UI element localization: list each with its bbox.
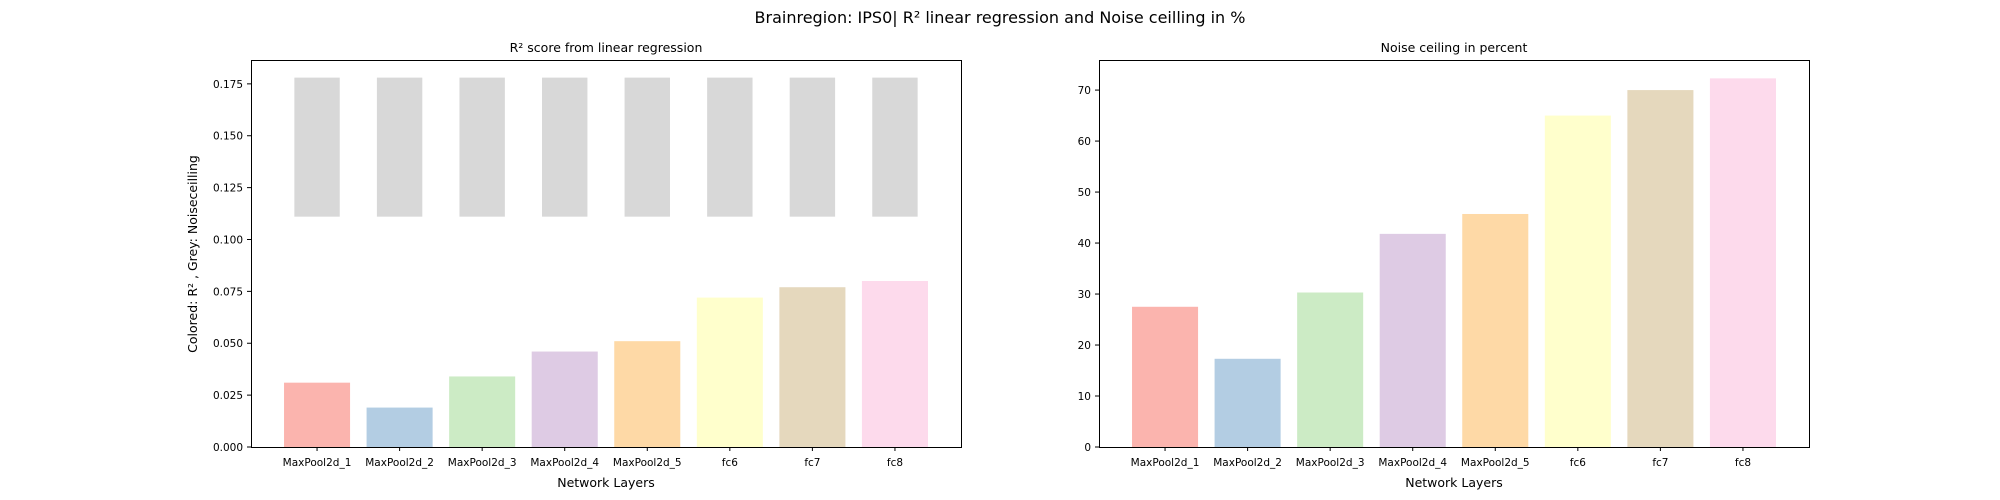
noise-ceiling-bar-2 — [1297, 292, 1364, 447]
r2-x-tick-label-0: MaxPool2d_1 — [283, 457, 352, 469]
r2-bar-2 — [449, 376, 516, 447]
r2-x-tick-label-6: fc7 — [804, 457, 820, 469]
r2-y-tick-label-3: 0.075 — [213, 286, 243, 298]
noise-ceiling-x-axis-label: Network Layers — [1405, 475, 1503, 490]
r2-panel-title: R² score from linear regression — [510, 40, 703, 55]
r2-y-tick-label-0: 0.000 — [213, 442, 243, 454]
r2-x-tick-label-1: MaxPool2d_2 — [365, 457, 434, 469]
noise-ceiling-x-tick-label-0: MaxPool2d_1 — [1131, 457, 1200, 469]
noise-ceiling-bar-1 — [1214, 358, 1281, 447]
r2-x-axis-ticks: MaxPool2d_1 MaxPool2d_2 MaxPool2d_3 MaxPool… — [283, 447, 903, 469]
r2-y-tick-label-1: 0.025 — [213, 390, 243, 402]
r2-x-tick-label-7: fc8 — [887, 457, 903, 469]
r2-y-axis-ticks: 0.000 0.025 0.050 0.075 0.100 0.125 0.150 0.175 — [213, 79, 251, 454]
noise-ceiling-band-0 — [294, 77, 340, 217]
noise-ceiling-bar-6 — [1627, 90, 1694, 447]
noise-ceiling-x-tick-label-5: fc6 — [1570, 457, 1586, 469]
noise-ceiling-y-tick-label-6: 60 — [1078, 136, 1091, 148]
noise-ceiling-bands — [294, 77, 918, 217]
r2-bar-1 — [366, 407, 433, 447]
noise-ceiling-x-axis-ticks: MaxPool2d_1 MaxPool2d_2 MaxPool2d_3 MaxPool… — [1131, 447, 1751, 469]
noise-ceiling-y-tick-label-2: 20 — [1078, 340, 1091, 352]
noise-ceiling-band-4 — [624, 77, 670, 217]
r2-bar-7 — [861, 280, 928, 447]
noise-ceiling-band-7 — [872, 77, 918, 217]
noise-ceiling-band-2 — [459, 77, 505, 217]
r2-bar-0 — [284, 382, 351, 447]
noise-ceiling-y-tick-label-3: 30 — [1078, 289, 1091, 301]
noise-ceiling-y-tick-label-0: 0 — [1084, 442, 1091, 454]
noise-ceiling-bars — [1132, 78, 1776, 448]
r2-x-tick-label-2: MaxPool2d_3 — [448, 457, 517, 469]
noise-ceiling-bar-5 — [1544, 115, 1611, 447]
noise-ceiling-y-tick-label-1: 10 — [1078, 391, 1091, 403]
r2-bars — [284, 280, 928, 447]
noise-ceiling-band-1 — [376, 77, 423, 217]
r2-panel: R² score from linear regression 0.0000.0… — [185, 40, 962, 490]
noise-ceiling-band-3 — [542, 77, 588, 217]
r2-plot-frame — [251, 60, 962, 448]
noise-ceiling-band-5 — [707, 77, 753, 217]
noise-ceiling-plot-frame — [1099, 60, 1810, 448]
noise-ceiling-x-tick-label-4: MaxPool2d_5 — [1461, 457, 1530, 469]
noise-ceiling-bar-3 — [1379, 233, 1446, 447]
r2-x-tick-label-5: fc6 — [722, 457, 738, 469]
noise-ceiling-x-tick-label-2: MaxPool2d_3 — [1296, 457, 1365, 469]
noise-ceiling-x-tick-label-3: MaxPool2d_4 — [1378, 457, 1447, 469]
noise-ceiling-y-tick-label-7: 70 — [1078, 85, 1091, 97]
noise-ceiling-y-axis-ticks: 0 10 20 30 40 50 60 70 — [1078, 85, 1099, 454]
r2-x-tick-label-3: MaxPool2d_4 — [530, 457, 599, 469]
r2-y-tick-label-2: 0.050 — [213, 338, 243, 350]
r2-y-tick-label-5: 0.125 — [213, 183, 243, 195]
noise-ceiling-y-tick-label-4: 40 — [1078, 238, 1091, 250]
r2-bar-4 — [614, 341, 681, 447]
noise-ceiling-bar-4 — [1462, 213, 1529, 447]
noise-ceiling-panel-title: Noise ceiling in percent — [1381, 40, 1528, 55]
r2-y-tick-label-7: 0.175 — [213, 79, 243, 91]
noise-ceiling-x-tick-label-1: MaxPool2d_2 — [1213, 457, 1282, 469]
r2-x-axis-label: Network Layers — [557, 475, 655, 490]
noise-ceiling-bar-0 — [1132, 306, 1199, 447]
noise-ceiling-bar-7 — [1709, 78, 1776, 448]
r2-bar-3 — [531, 351, 598, 447]
r2-y-tick-label-4: 0.100 — [213, 234, 243, 246]
figure-suptitle: Brainregion: IPS0| R² linear regression … — [755, 8, 1246, 27]
r2-x-tick-label-4: MaxPool2d_5 — [613, 457, 682, 469]
r2-y-tick-label-6: 0.150 — [213, 131, 243, 143]
noise-ceiling-y-tick-label-5: 50 — [1078, 187, 1091, 199]
noise-ceiling-x-tick-label-7: fc8 — [1735, 457, 1751, 469]
r2-bar-6 — [779, 287, 846, 447]
r2-bar-5 — [696, 297, 763, 447]
noise-ceiling-x-tick-label-6: fc7 — [1652, 457, 1668, 469]
noise-ceiling-band-6 — [789, 77, 836, 217]
r2-y-axis-label: Colored: R² , Grey: Noiseceilling — [185, 155, 200, 353]
noise-ceiling-panel: Noise ceiling in percent 0 10 20 30 40 50 60 70… — [1078, 40, 1810, 490]
